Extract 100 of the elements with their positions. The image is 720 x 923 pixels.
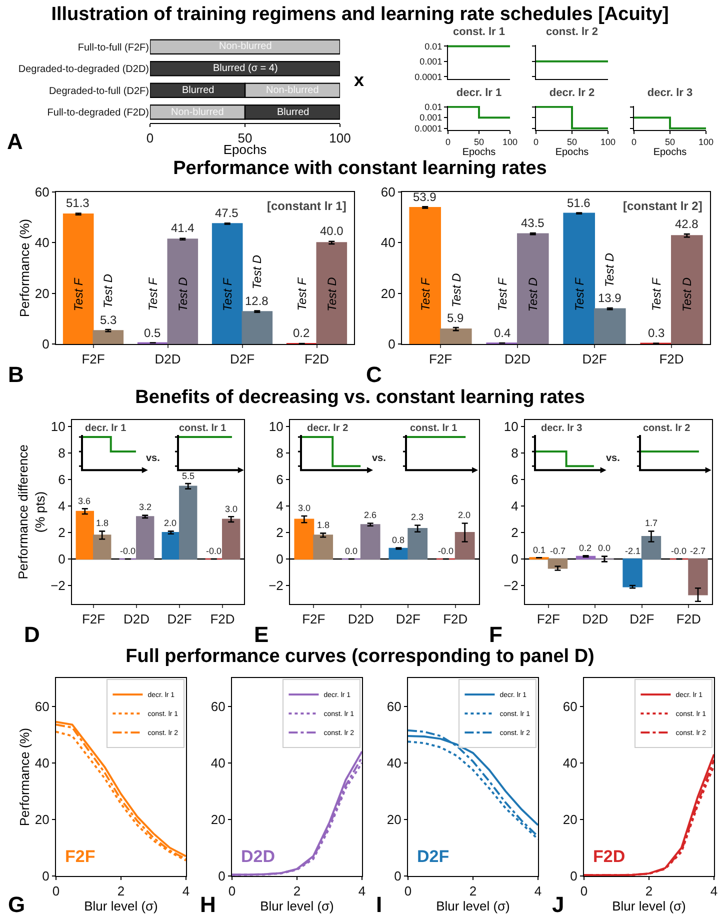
annotation: D2F	[417, 847, 450, 866]
annotation: decr. lr 2	[307, 423, 349, 434]
x-tick-label: D2F	[630, 612, 654, 627]
data-label: 2.0	[164, 518, 177, 528]
x-axis-title: Epochs	[462, 146, 496, 158]
text: H	[200, 892, 216, 917]
y-tick-label: 0	[58, 552, 66, 567]
y-tick-label: 0.001	[420, 112, 442, 123]
x-tick-label: 100	[600, 136, 616, 147]
data-label: 42.8	[675, 217, 699, 231]
data-label: 5.9	[447, 311, 464, 325]
x-tick-label: F2D	[304, 352, 330, 367]
data-label: -0.0	[206, 546, 222, 556]
text: Test D	[101, 274, 116, 308]
chart-title: decr. lr 3	[647, 87, 693, 100]
x-tick-label: F2F	[82, 612, 106, 627]
y-tick-label: 60	[386, 698, 402, 714]
x-tick-label: D2D	[504, 352, 531, 367]
data-label: 13.9	[598, 291, 622, 305]
x-tick-label: 50	[566, 136, 578, 147]
x-tick-label: F2D	[443, 612, 468, 627]
y-tick-label: 0.01	[424, 41, 442, 52]
annotation: F2D	[593, 847, 626, 866]
x-tick-label: 100	[698, 136, 714, 147]
text: Test F	[495, 278, 510, 311]
series-label: Test F	[418, 277, 432, 311]
x-tick-label: 0	[445, 136, 451, 147]
x-tick-label: 2	[117, 884, 125, 899]
data-label: 0.3	[648, 326, 666, 340]
x-tick-label: 100	[502, 136, 518, 147]
series-label: Test D	[526, 277, 540, 312]
x-tick-label: F2D	[659, 352, 684, 367]
data-label: 43.5	[521, 216, 545, 230]
chart-title: const. lr 1	[453, 26, 505, 38]
x-tick-label: F2D	[676, 612, 701, 627]
x-tick-label: F2D	[210, 612, 235, 627]
y-tick-label: 20	[34, 812, 50, 827]
annotation: vs.	[146, 453, 160, 464]
y-tick-label: 40	[34, 755, 50, 770]
annotation: const. lr 2	[643, 423, 691, 434]
y-tick-label: 20	[34, 286, 50, 301]
annotation: [constant lr 1]	[267, 199, 346, 213]
text: Test F	[572, 278, 586, 311]
data-label: 47.5	[215, 206, 239, 220]
data-label: -2.7	[690, 546, 706, 556]
x-axis-title: Epochs	[555, 146, 589, 158]
data-label: 0.4	[494, 326, 512, 340]
x-axis-title: Blur level (σ)	[260, 898, 334, 914]
y-axis-title: Performance difference (% pts)	[16, 444, 48, 580]
y-tick-label: Full-to-degraded (F2D)	[47, 108, 149, 119]
text: I	[376, 892, 382, 917]
data-label: -0.0	[120, 546, 136, 556]
data-label: 51.6	[567, 196, 591, 210]
y-tick-label: 8	[511, 446, 518, 461]
text: A	[7, 129, 23, 154]
y-tick-label: 0.0001	[414, 72, 442, 82]
text: Test D	[602, 252, 617, 288]
y-tick-label: 10	[50, 419, 66, 434]
x-tick-label: 0	[580, 884, 588, 899]
y-tick-label: 0.01	[424, 102, 442, 112]
data-label: 2.6	[364, 510, 377, 520]
y-tick-label: 0	[42, 336, 50, 352]
data-label: 0.2	[293, 326, 310, 340]
annotation: Blurred	[182, 85, 214, 96]
text: Benefits of decreasing vs. constant learning rates	[134, 387, 586, 409]
x-tick-label: D2D	[123, 612, 150, 627]
x-tick-label: D2D	[582, 612, 608, 627]
x-tick-label: D2F	[230, 352, 255, 367]
data-label: 0.1	[533, 545, 546, 555]
text: F	[489, 622, 502, 647]
text: Test D	[250, 254, 264, 290]
y-tick-label: 40	[34, 235, 50, 250]
x-tick-label: 0	[631, 136, 637, 147]
data-label: 1.8	[317, 520, 330, 530]
x-tick-label: 100	[329, 130, 351, 146]
x-tick-label: 4	[182, 884, 190, 899]
x-tick-label: 2	[469, 884, 477, 899]
x-axis-title: Blur level (σ)	[612, 898, 686, 914]
x-tick-label: D2F	[396, 612, 420, 627]
data-label: 53.9	[413, 190, 437, 204]
y-tick-label: 8	[58, 446, 66, 461]
y-tick-label: 40	[380, 235, 396, 250]
y-tick-label: 60	[380, 184, 396, 200]
data-label: 1.7	[645, 518, 658, 528]
data-label: 40.0	[320, 224, 344, 238]
y-tick-label: 0	[218, 868, 226, 884]
data-label: -0.7	[550, 546, 566, 556]
y-tick-label: 20	[562, 812, 578, 827]
x-tick-label: F2F	[536, 612, 560, 627]
data-label: 5.3	[100, 313, 118, 327]
text: Test F	[295, 278, 310, 311]
data-label: 0.0	[345, 546, 358, 556]
y-tick-label: 6	[511, 472, 518, 488]
chart-title: Performance with constant learning rates	[172, 158, 548, 180]
y-tick-label: 10	[268, 419, 284, 434]
y-tick-label: −2	[504, 578, 518, 594]
x-tick-label: F2F	[428, 352, 452, 367]
data-label: 41.4	[171, 221, 195, 235]
annotation: vs.	[372, 453, 386, 464]
text: Test F	[649, 278, 664, 311]
